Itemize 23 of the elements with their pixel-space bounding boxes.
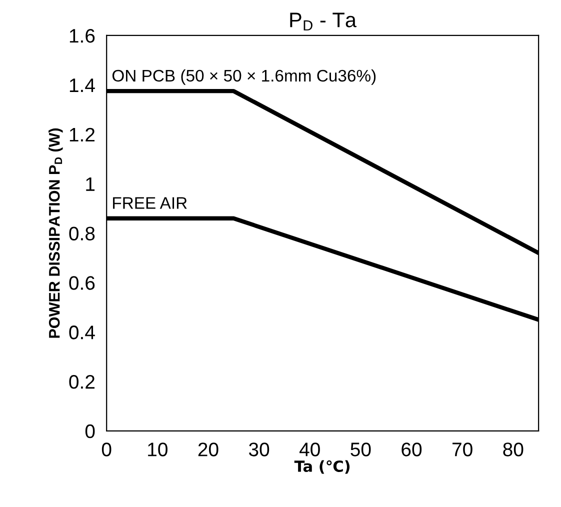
x-tick-label: 50: [350, 442, 371, 456]
x-tick-label: 60: [402, 442, 422, 456]
x-tick-label: 10: [148, 442, 168, 456]
y-tick-label: 1.2: [70, 128, 95, 142]
y-tick-label: 0.2: [69, 374, 95, 389]
y-tick-label: 1.6: [70, 28, 95, 43]
y-tick-label: 0: [85, 424, 95, 438]
y-tick-label: 0.4: [69, 326, 95, 340]
series-label: FREE AIR: [113, 197, 187, 209]
x-tick-label: 70: [452, 442, 472, 456]
y-axis-title: POWER DISSIPATION P$_{D}$ (W): [48, 128, 63, 338]
y-tick-label: 1.4: [70, 78, 95, 92]
series-label: ON PCB (50 × 50 × 1.6mm Cu36%): [112, 69, 376, 85]
x-tick-label: 30: [248, 442, 270, 456]
x-tick-label: 80: [503, 442, 524, 456]
x-axis-title: Ta (℃): [294, 460, 350, 474]
y-tick-label: 0.6: [69, 276, 95, 290]
y-tick-label: 1: [86, 177, 95, 191]
y-tick-label: 0.8: [69, 226, 95, 240]
x-tick-label: 0: [102, 442, 112, 456]
x-tick-label: 20: [198, 442, 218, 456]
chart-title: P$_{D}$ - Ta: [290, 12, 357, 30]
x-tick-label: 40: [300, 442, 320, 456]
